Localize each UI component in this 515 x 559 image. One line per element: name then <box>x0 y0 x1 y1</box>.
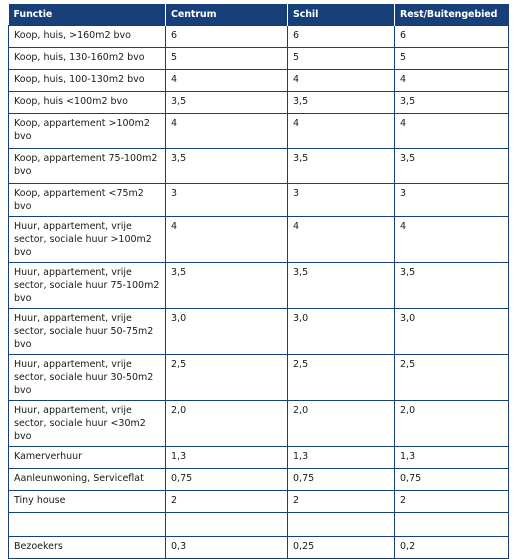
cell-centrum: 1,3 <box>165 446 288 469</box>
cell-functie: Koop, huis, >160m2 bvo <box>8 25 166 48</box>
cell-schil: 3,5 <box>287 262 395 309</box>
cell-schil: 0,25 <box>287 536 395 559</box>
cell-centrum: 5 <box>165 47 288 70</box>
cell-rest: 4 <box>394 216 509 263</box>
header-schil: Schil <box>287 4 395 26</box>
parking-norms-table: Functie Centrum Schil Rest/Buitengebied … <box>8 4 509 559</box>
header-rest-buitengebied: Rest/Buitengebied <box>394 4 509 26</box>
cell-centrum: 3,5 <box>165 262 288 309</box>
cell-rest: 3,5 <box>394 91 509 114</box>
cell-functie: Huur, appartement, vrije sector, sociale… <box>8 354 166 401</box>
cell-rest: 3 <box>394 183 509 217</box>
cell-schil: 4 <box>287 216 395 263</box>
cell-functie: Bezoekers <box>8 536 166 559</box>
cell-rest: 2,5 <box>394 354 509 401</box>
header-centrum: Centrum <box>165 4 288 26</box>
cell-rest: 2 <box>394 490 509 513</box>
cell-functie: Huur, appartement, vrije sector, sociale… <box>8 216 166 263</box>
table-row: Koop, appartement >100m2 bvo 4 4 4 <box>8 113 509 149</box>
cell-schil: 1,3 <box>287 446 395 469</box>
table-row: Aanleunwoning, Serviceflat 0,75 0,75 0,7… <box>8 468 509 491</box>
cell-rest: 4 <box>394 113 509 149</box>
cell-functie: Aanleunwoning, Serviceflat <box>8 468 166 491</box>
cell-rest: 4 <box>394 69 509 92</box>
cell-functie: Koop, huis, 100-130m2 bvo <box>8 69 166 92</box>
cell-schil: 3,0 <box>287 308 395 355</box>
cell-centrum: 3,0 <box>165 308 288 355</box>
cell-functie: Huur, appartement, vrije sector, sociale… <box>8 400 166 447</box>
cell-centrum: 2,5 <box>165 354 288 401</box>
cell-schil: 6 <box>287 25 395 48</box>
cell-functie: Kamerverhuur <box>8 446 166 469</box>
table-row: Koop, appartement <75m2 bvo 3 3 3 <box>8 183 509 217</box>
table-row: Koop, appartement 75-100m2 bvo 3,5 3,5 3… <box>8 148 509 184</box>
table-row-empty <box>8 512 509 537</box>
cell-functie: Koop, appartement <75m2 bvo <box>8 183 166 217</box>
cell-schil: 2 <box>287 490 395 513</box>
cell-schil: 4 <box>287 113 395 149</box>
cell-centrum: 3 <box>165 183 288 217</box>
table-row: Kamerverhuur 1,3 1,3 1,3 <box>8 446 509 469</box>
cell-centrum: 2 <box>165 490 288 513</box>
table-row: Huur, appartement, vrije sector, sociale… <box>8 262 509 309</box>
cell-schil: 4 <box>287 69 395 92</box>
cell-centrum <box>165 512 288 537</box>
table-row: Koop, huis, 100-130m2 bvo 4 4 4 <box>8 69 509 92</box>
cell-functie: Huur, appartement, vrije sector, sociale… <box>8 308 166 355</box>
cell-centrum: 0,3 <box>165 536 288 559</box>
cell-rest: 0,2 <box>394 536 509 559</box>
cell-schil: 3 <box>287 183 395 217</box>
cell-centrum: 4 <box>165 113 288 149</box>
cell-schil: 0,75 <box>287 468 395 491</box>
cell-centrum: 4 <box>165 216 288 263</box>
table-row: Tiny house 2 2 2 <box>8 490 509 513</box>
cell-schil: 3,5 <box>287 148 395 184</box>
cell-schil: 3,5 <box>287 91 395 114</box>
cell-rest: 3,0 <box>394 308 509 355</box>
cell-centrum: 3,5 <box>165 148 288 184</box>
cell-centrum: 2,0 <box>165 400 288 447</box>
header-functie: Functie <box>8 4 166 26</box>
table-row: Huur, appartement, vrije sector, sociale… <box>8 308 509 355</box>
cell-centrum: 0,75 <box>165 468 288 491</box>
cell-schil: 2,0 <box>287 400 395 447</box>
cell-rest: 5 <box>394 47 509 70</box>
table-row: Koop, huis, 130-160m2 bvo 5 5 5 <box>8 47 509 70</box>
cell-functie: Koop, appartement >100m2 bvo <box>8 113 166 149</box>
cell-functie: Huur, appartement, vrije sector, sociale… <box>8 262 166 309</box>
cell-schil: 2,5 <box>287 354 395 401</box>
cell-functie: Koop, huis <100m2 bvo <box>8 91 166 114</box>
cell-functie: Koop, appartement 75-100m2 bvo <box>8 148 166 184</box>
cell-rest: 1,3 <box>394 446 509 469</box>
cell-functie: Koop, huis, 130-160m2 bvo <box>8 47 166 70</box>
table-row: Koop, huis <100m2 bvo 3,5 3,5 3,5 <box>8 91 509 114</box>
cell-centrum: 6 <box>165 25 288 48</box>
cell-rest: 3,5 <box>394 262 509 309</box>
cell-rest: 2,0 <box>394 400 509 447</box>
cell-schil: 5 <box>287 47 395 70</box>
table-row: Huur, appartement, vrije sector, sociale… <box>8 354 509 401</box>
cell-centrum: 4 <box>165 69 288 92</box>
cell-rest <box>394 512 509 537</box>
cell-schil <box>287 512 395 537</box>
cell-rest: 6 <box>394 25 509 48</box>
table-row: Bezoekers 0,3 0,25 0,2 <box>8 536 509 559</box>
table-row: Huur, appartement, vrije sector, sociale… <box>8 216 509 263</box>
cell-rest: 3,5 <box>394 148 509 184</box>
cell-functie <box>8 512 166 537</box>
cell-functie: Tiny house <box>8 490 166 513</box>
cell-centrum: 3,5 <box>165 91 288 114</box>
table-row: Huur, appartement, vrije sector, sociale… <box>8 400 509 447</box>
header-row: Functie Centrum Schil Rest/Buitengebied <box>8 4 509 26</box>
table-row: Koop, huis, >160m2 bvo 6 6 6 <box>8 25 509 48</box>
cell-rest: 0,75 <box>394 468 509 491</box>
